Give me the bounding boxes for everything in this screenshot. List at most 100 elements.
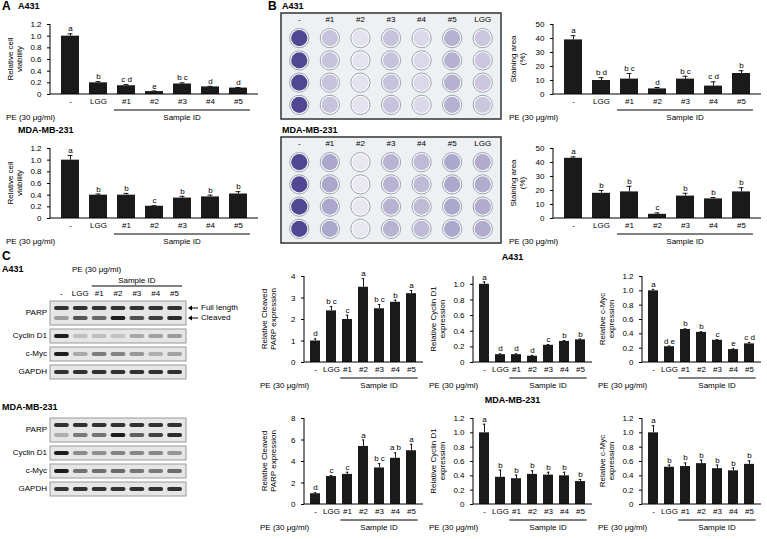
- svg-text:b: b: [683, 453, 688, 462]
- svg-text:b: b: [562, 463, 567, 472]
- svg-text:LGG: LGG: [474, 139, 491, 148]
- svg-text:-: -: [298, 139, 301, 148]
- svg-text:-: -: [69, 97, 72, 106]
- svg-text:PARP: PARP: [26, 308, 47, 317]
- svg-text:0.6: 0.6: [622, 315, 634, 324]
- svg-text:#2: #2: [114, 289, 123, 298]
- svg-text:(%): (%): [518, 52, 527, 65]
- svg-text:0: 0: [629, 500, 634, 509]
- svg-text:20: 20: [536, 62, 545, 71]
- svg-text:0.2: 0.2: [453, 342, 465, 351]
- svg-text:c: c: [346, 306, 350, 315]
- svg-text:b c: b c: [374, 295, 385, 304]
- svg-text:b: b: [96, 72, 101, 81]
- svg-text:#1: #1: [625, 221, 634, 230]
- svg-text:Relative Cyclin D1: Relative Cyclin D1: [429, 286, 438, 352]
- svg-text:#3: #3: [375, 365, 384, 374]
- svg-text:4: 4: [291, 272, 296, 281]
- svg-text:GAPDH: GAPDH: [19, 367, 48, 376]
- svg-text:0.8: 0.8: [30, 43, 42, 52]
- svg-text:6: 6: [291, 436, 296, 445]
- svg-text:a: a: [68, 146, 73, 155]
- svg-text:d: d: [655, 78, 659, 87]
- svg-text:#5: #5: [576, 507, 585, 516]
- svg-text:#2: #2: [653, 221, 662, 230]
- svg-text:#1: #1: [681, 365, 690, 374]
- svg-text:0.4: 0.4: [622, 329, 634, 338]
- svg-text:-: -: [314, 507, 317, 516]
- svg-text:PE (30 μg/ml): PE (30 μg/ml): [429, 523, 478, 532]
- svg-text:a: a: [482, 273, 487, 282]
- svg-text:50: 50: [536, 144, 545, 153]
- svg-text:a: a: [651, 416, 656, 425]
- svg-text:#5: #5: [576, 365, 585, 374]
- svg-text:b: b: [124, 184, 129, 193]
- svg-text:#1: #1: [122, 97, 131, 106]
- svg-text:1.0: 1.0: [453, 428, 465, 437]
- svg-text:0: 0: [629, 358, 634, 367]
- svg-text:a: a: [571, 26, 576, 35]
- svg-text:#1: #1: [681, 507, 690, 516]
- svg-text:#4: #4: [560, 507, 569, 516]
- svg-text:0.8: 0.8: [622, 443, 634, 452]
- svg-text:0.2: 0.2: [30, 78, 42, 87]
- svg-text:8: 8: [291, 414, 296, 423]
- svg-text:#4: #4: [206, 221, 215, 230]
- svg-text:1.2: 1.2: [30, 144, 42, 153]
- svg-text:20: 20: [536, 186, 545, 195]
- svg-text:a: a: [361, 431, 366, 440]
- svg-text:PARP: PARP: [26, 425, 47, 434]
- svg-text:Sample ID: Sample ID: [698, 381, 736, 390]
- svg-text:#3: #3: [713, 365, 722, 374]
- svg-text:#4: #4: [206, 97, 215, 106]
- svg-text:4: 4: [291, 457, 296, 466]
- svg-text:#3: #3: [387, 15, 396, 24]
- svg-text:30: 30: [536, 172, 545, 181]
- svg-text:#5: #5: [234, 221, 243, 230]
- svg-text:#2: #2: [653, 97, 662, 106]
- svg-text:PE (30 μg/ml): PE (30 μg/ml): [6, 113, 55, 122]
- svg-text:0: 0: [540, 214, 545, 223]
- svg-text:-: -: [483, 507, 486, 516]
- svg-text:-: -: [483, 365, 486, 374]
- svg-text:b: b: [96, 185, 101, 194]
- svg-text:#1: #1: [512, 365, 521, 374]
- svg-text:d: d: [530, 346, 534, 355]
- svg-text:#4: #4: [151, 289, 160, 298]
- svg-text:d e: d e: [664, 337, 676, 346]
- svg-text:30: 30: [536, 48, 545, 57]
- svg-text:0.4: 0.4: [453, 471, 465, 480]
- svg-text:#3: #3: [375, 507, 384, 516]
- svg-text:LGG: LGG: [661, 507, 678, 516]
- svg-text:0.6: 0.6: [453, 311, 465, 320]
- svg-text:MDA-MB-231: MDA-MB-231: [2, 402, 58, 412]
- svg-text:PE (30 μg/ml): PE (30 μg/ml): [260, 381, 309, 390]
- svg-text:a: a: [409, 281, 414, 290]
- svg-text:0: 0: [460, 358, 465, 367]
- svg-text:#2: #2: [697, 365, 706, 374]
- svg-text:-: -: [314, 365, 317, 374]
- svg-text:#2: #2: [356, 15, 365, 24]
- svg-text:Sample ID: Sample ID: [698, 523, 736, 532]
- svg-text:0.8: 0.8: [622, 301, 634, 310]
- svg-text:50: 50: [536, 20, 545, 29]
- svg-text:c: c: [716, 330, 720, 339]
- svg-text:d: d: [313, 483, 317, 492]
- svg-text:(%): (%): [518, 176, 527, 189]
- svg-text:#4: #4: [417, 15, 426, 24]
- svg-text:-: -: [652, 507, 655, 516]
- svg-text:0.2: 0.2: [622, 486, 634, 495]
- svg-text:#4: #4: [729, 507, 738, 516]
- svg-text:b c: b c: [177, 73, 188, 82]
- svg-text:Sample ID: Sample ID: [360, 523, 398, 532]
- svg-text:#5: #5: [737, 97, 746, 106]
- svg-text:a: a: [482, 415, 487, 424]
- svg-text:1.2: 1.2: [622, 414, 634, 423]
- svg-text:#2: #2: [528, 507, 537, 516]
- svg-text:10: 10: [536, 200, 545, 209]
- svg-text:c-Myc: c-Myc: [26, 466, 47, 475]
- svg-text:viability: viability: [15, 170, 24, 196]
- svg-text:b: b: [731, 459, 736, 468]
- svg-text:1.0: 1.0: [30, 156, 42, 165]
- svg-text:b: b: [683, 319, 688, 328]
